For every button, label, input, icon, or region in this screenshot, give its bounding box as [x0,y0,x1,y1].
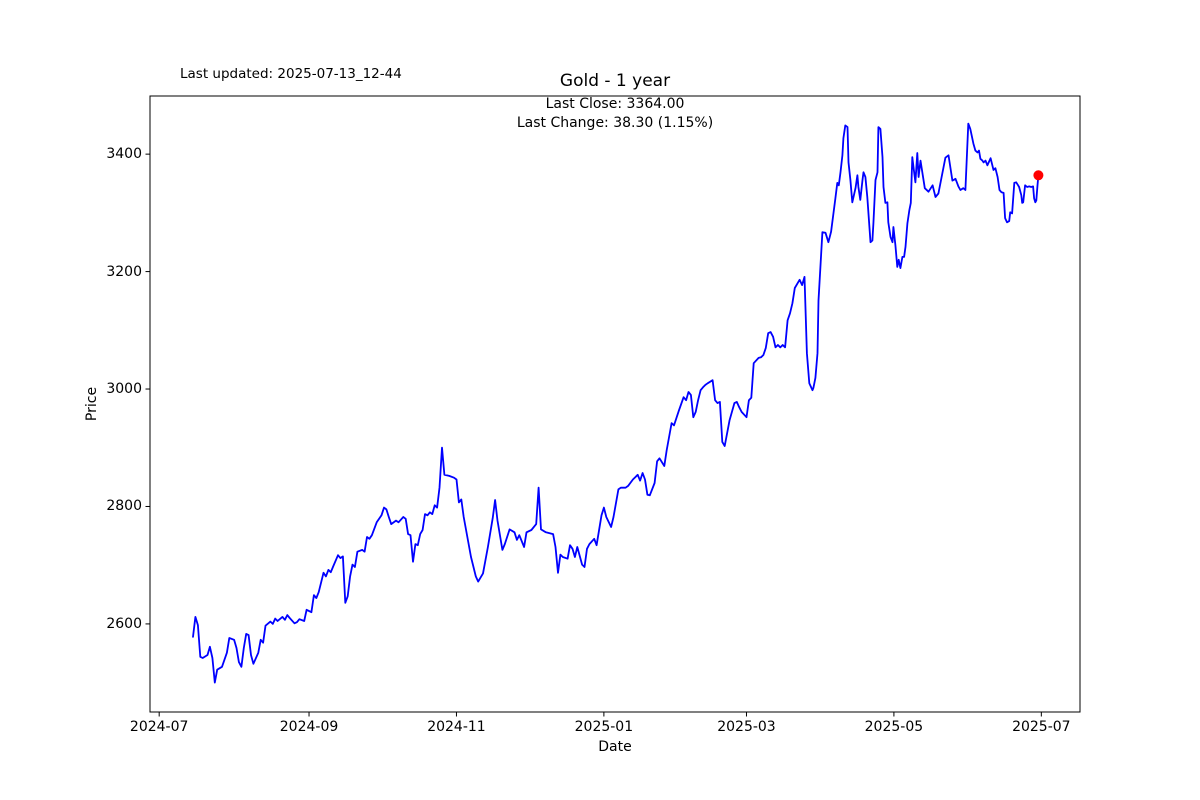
last-updated-text: Last updated: 2025-07-13_12-44 [180,66,402,82]
x-tick-label: 2024-07 [129,719,189,735]
x-tick-label: 2025-03 [717,719,776,735]
last-price-annotation: Last Close: 3364.00 Last Change: 38.30 (… [150,95,1080,132]
chart-title: Gold - 1 year [559,71,671,91]
y-tick-label: 2800 [106,498,142,515]
annotation-last-close: Last Close: 3364.00 [545,96,685,112]
x-tick-label: 2024-11 [427,719,486,735]
x-tick-label: 2025-01 [574,719,634,735]
annotation-last-change: Last Change: 38.30 (1.15%) [516,114,714,131]
x-axis-label: Date [598,739,632,755]
x-tick-label: 2025-05 [864,719,924,735]
y-tick-label: 2600 [106,615,142,632]
plot-frame [149,95,1081,713]
y-tick-label: 3000 [106,381,142,398]
x-tick-label: 2024-09 [279,719,339,735]
price-line [192,122,1040,684]
y-tick-label: 3200 [106,263,142,280]
y-tick-label: 3400 [106,146,142,163]
last-price-marker [1033,170,1044,181]
x-tick-label: 2025-07 [1012,719,1071,735]
